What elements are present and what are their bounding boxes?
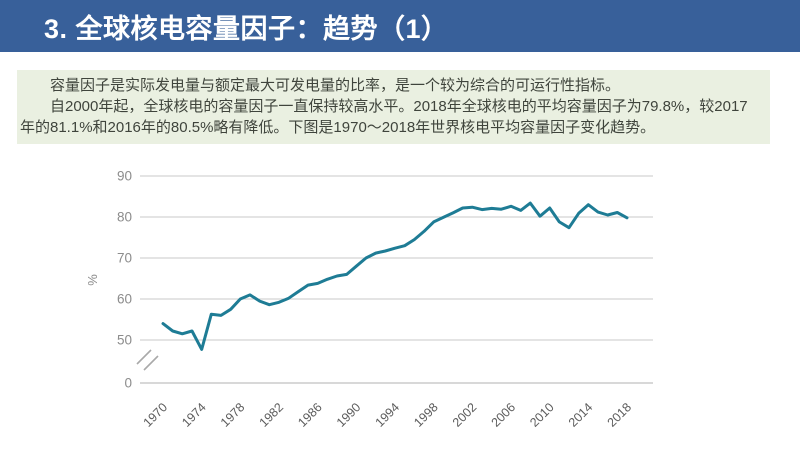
x-tick-label: 1974 <box>179 400 209 430</box>
x-axis-tick-labels: 1970 1974 1978 1982 1986 1990 1994 1998 2002 2006… <box>141 400 635 430</box>
info-box: 容量因子是实际发电量与额定最大可发电量的比率，是一个较为综合的可运行性指标。 自… <box>17 70 770 144</box>
x-tick-label: 1986 <box>295 400 325 430</box>
x-tick-label: 1982 <box>257 400 287 430</box>
info-paragraph-1: 容量因子是实际发电量与额定最大可发电量的比率，是一个较为综合的可运行性指标。 <box>50 77 621 94</box>
x-tick-label: 1970 <box>141 400 171 430</box>
x-tick-label: 2014 <box>566 400 596 430</box>
x-tick-label: 2006 <box>489 400 519 430</box>
axis-break-icon <box>136 349 159 371</box>
x-tick-label: 2002 <box>450 400 480 430</box>
x-tick-label: 1998 <box>411 400 441 430</box>
y-tick-label: 60 <box>117 292 132 307</box>
y-axis-label: % <box>85 274 100 286</box>
info-paragraph-2: 自2000年起，全球核电的容量因子一直保持较高水平。2018年全球核电的平均容量… <box>20 98 748 136</box>
y-tick-label: 50 <box>117 333 132 348</box>
x-tick-label: 2010 <box>527 400 557 430</box>
y-tick-label: 90 <box>117 169 132 184</box>
gridlines <box>140 175 653 384</box>
y-tick-label: 0 <box>124 376 132 391</box>
x-tick-label: 1990 <box>334 400 364 430</box>
slide-title: 3. 全球核电容量因子：趋势（1） <box>44 13 449 44</box>
x-tick-label: 1978 <box>218 400 248 430</box>
y-tick-label: 70 <box>117 251 132 266</box>
capacity-factor-line <box>161 201 629 351</box>
trend-line-chart-svg: 0 50 60 70 80 90% 1970 1974 1978 1982 1986 1990 1994… <box>85 169 653 430</box>
x-tick-label: 1994 <box>373 400 403 430</box>
x-tick-label: 2018 <box>605 400 635 430</box>
y-tick-label: 80 <box>117 210 132 225</box>
y-axis-tick-labels: 0 50 60 70 80 90 <box>117 169 132 391</box>
slide-header: 3. 全球核电容量因子：趋势（1） <box>0 0 800 52</box>
capacity-factor-chart: 0 50 60 70 80 90% 1970 1974 1978 1982 1986 1990 1994… <box>80 158 680 446</box>
